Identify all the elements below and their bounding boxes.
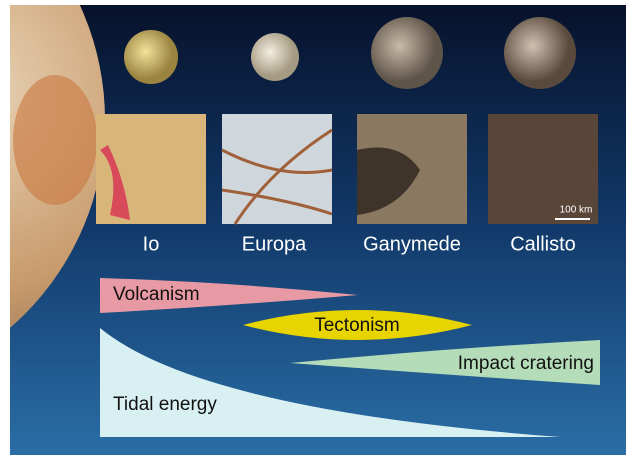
process-label: Volcanism	[113, 284, 200, 305]
page: 100 km Io Europa Ganymede Callisto Volca…	[0, 0, 631, 460]
scale-label: 100 km	[560, 205, 593, 216]
moon-callisto	[504, 17, 576, 89]
process-label: Impact cratering	[458, 353, 594, 374]
great-red-spot	[13, 75, 97, 205]
moon-io	[124, 30, 178, 84]
moon-name: Europa	[242, 233, 307, 255]
moon-ganymede	[371, 17, 443, 89]
process-label: Tidal energy	[113, 394, 217, 415]
moon-name: Callisto	[510, 233, 576, 255]
moon-name: Io	[143, 233, 160, 255]
moon-name: Ganymede	[363, 233, 461, 255]
diagram: 100 km Io Europa Ganymede Callisto Volca…	[0, 0, 631, 460]
process-label: Tectonism	[314, 315, 400, 336]
moon-europa	[251, 33, 299, 81]
